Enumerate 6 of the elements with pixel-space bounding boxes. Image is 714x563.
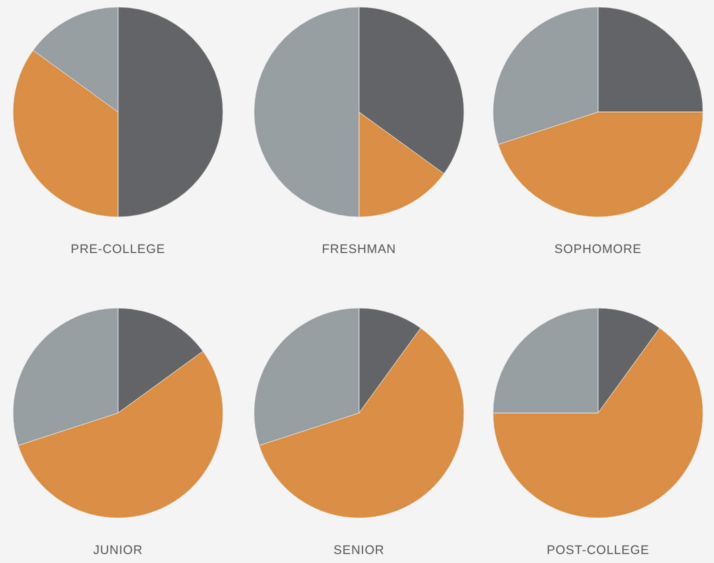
text: PRE-COLLEGE [70,242,166,256]
text: SOPHOMORE [554,242,642,256]
text: POST-COLLEGE [546,543,650,557]
text: JUNIOR [93,543,143,557]
text: FRESHMAN [322,242,396,256]
text: SENIOR [334,543,384,557]
